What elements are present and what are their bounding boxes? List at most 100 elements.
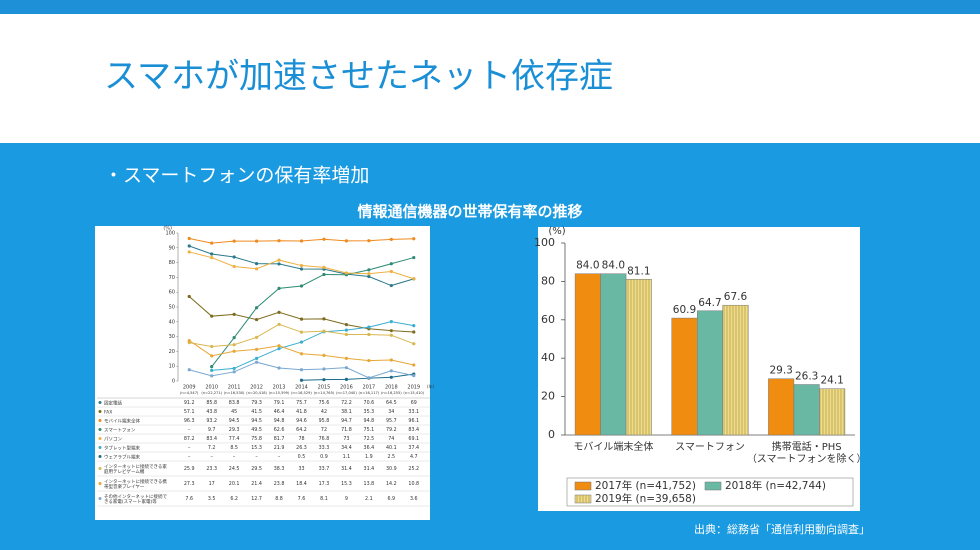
- point: [232, 349, 236, 353]
- table-cell: 69.1: [408, 436, 419, 442]
- sample-size: (n=20,418): [246, 391, 267, 395]
- point: [322, 317, 326, 321]
- bar: [768, 378, 795, 436]
- point: [412, 330, 416, 334]
- x-tick-label: 2009: [183, 385, 196, 391]
- table-cell: 37.4: [408, 445, 419, 451]
- point: [232, 336, 236, 340]
- table-cell: 31.4: [364, 466, 375, 472]
- point: [232, 366, 236, 371]
- point: [389, 369, 393, 373]
- sample-size: (n=16,117): [359, 391, 380, 395]
- sample-size: (n=15,599): [269, 391, 290, 395]
- point: [187, 338, 191, 343]
- point: [299, 239, 304, 243]
- legend-swatch: [574, 494, 592, 504]
- table-cell: 31.4: [341, 466, 352, 472]
- table-cell: 17: [209, 481, 215, 487]
- table-cell: 75.1: [364, 427, 375, 433]
- table-cell: 64.2: [296, 427, 307, 433]
- bar: [793, 384, 820, 436]
- x-tick-label: モバイル端末全体: [573, 440, 653, 453]
- table-cell: 95.7: [386, 418, 397, 424]
- point: [389, 237, 393, 241]
- point: [322, 272, 326, 277]
- point: [389, 358, 393, 362]
- y-tick-label: 60: [169, 290, 175, 296]
- point: [389, 329, 393, 333]
- legend-label: その他インターネットに接続できる家電(スマート家電)等: [104, 492, 167, 504]
- point: [344, 328, 349, 332]
- table-cell: 38.3: [274, 466, 285, 472]
- table-cell: 1.9: [365, 454, 373, 460]
- legend-label: 固定電話: [104, 399, 122, 406]
- table-cell: 77.4: [229, 436, 240, 442]
- point: [210, 255, 214, 260]
- sample-size: (n=16,529): [291, 391, 312, 395]
- legend-marker: [98, 428, 102, 431]
- table-cell: 7.2: [208, 445, 216, 451]
- point: [187, 244, 191, 248]
- point: [254, 360, 259, 364]
- table-cell: 34: [388, 409, 394, 415]
- point: [322, 367, 326, 371]
- table-cell: 2.5: [387, 454, 395, 460]
- table-cell: 83.4: [206, 436, 217, 442]
- y-tick-label: 90: [169, 245, 175, 251]
- bar: [697, 310, 723, 436]
- table-cell: 43.8: [206, 409, 217, 415]
- point: [367, 239, 371, 243]
- point: [344, 239, 349, 243]
- table-cell: 79.3: [251, 400, 262, 406]
- point: [210, 374, 214, 378]
- x-tick-label: 2015: [318, 385, 331, 391]
- y-tick-label: 50: [169, 305, 175, 311]
- value-label: 84.0: [602, 260, 625, 272]
- y-tick-label: 60: [541, 313, 555, 326]
- sample-size: (n=16,255): [381, 391, 402, 395]
- table-cell: 70.6: [364, 400, 375, 406]
- point: [232, 264, 236, 269]
- point: [277, 258, 281, 262]
- table-cell: 24.5: [229, 466, 240, 472]
- table-cell: 79.1: [274, 400, 285, 406]
- point: [344, 271, 349, 275]
- table-cell: 96.3: [184, 418, 195, 424]
- point: [254, 335, 259, 339]
- table-cell: 36.4: [364, 445, 375, 451]
- table-cell: 14.2: [386, 481, 397, 487]
- legend-marker: [98, 410, 102, 413]
- legend-label: モバイル端末全体: [104, 417, 140, 424]
- table-cell: 25.9: [184, 466, 195, 472]
- point: [187, 294, 191, 299]
- point: [232, 255, 236, 259]
- point: [412, 342, 416, 346]
- point: [389, 283, 393, 288]
- table-cell: 81.7: [274, 436, 285, 442]
- table-cell: 21.9: [274, 445, 285, 451]
- point: [254, 347, 259, 351]
- point: [232, 312, 236, 316]
- point: [277, 322, 281, 326]
- table-cell: –: [188, 446, 191, 451]
- table-cell: 87.2: [184, 436, 195, 442]
- table-cell: 75.7: [296, 400, 307, 406]
- y-tick-label: 40: [169, 319, 175, 325]
- table-cell: 41.8: [296, 409, 307, 415]
- legend-marker: [98, 497, 102, 500]
- table-cell: 64.5: [386, 400, 397, 406]
- table-cell: 10.8: [408, 481, 419, 487]
- table-cell: 45: [231, 409, 237, 415]
- point: [277, 262, 281, 266]
- table-cell: 46.4: [274, 409, 285, 415]
- value-label: 60.9: [673, 304, 696, 316]
- point: [187, 236, 191, 241]
- point: [254, 262, 259, 266]
- point: [367, 274, 371, 279]
- table-cell: 42: [321, 409, 327, 415]
- table-cell: 78: [298, 436, 304, 442]
- series-line: [301, 373, 414, 381]
- point: [412, 324, 416, 328]
- point: [254, 306, 259, 310]
- point: [367, 332, 371, 337]
